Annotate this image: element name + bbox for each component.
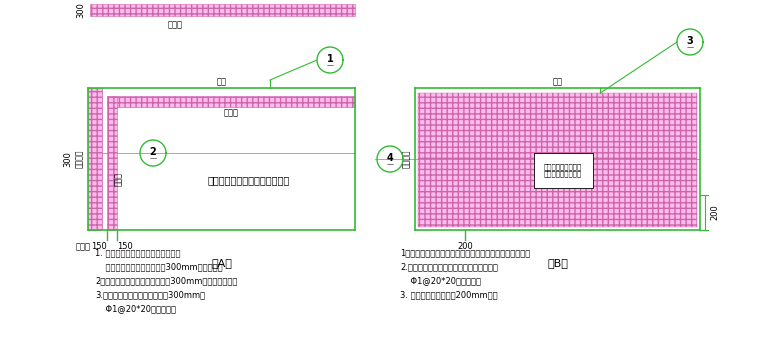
Bar <box>418 93 697 227</box>
Text: 150: 150 <box>117 242 133 251</box>
Text: 3. 与砼柱、梁、墙相交200mm宽，: 3. 与砼柱、梁、墙相交200mm宽， <box>400 290 498 299</box>
Bar <box>107 96 117 230</box>
Text: 砼梁: 砼梁 <box>553 77 562 86</box>
Text: 300: 300 <box>76 2 85 18</box>
Text: 柱柱或墙: 柱柱或墙 <box>402 150 411 168</box>
Text: —: — <box>327 62 334 68</box>
Text: 300: 300 <box>64 151 72 167</box>
Text: 3: 3 <box>686 36 693 46</box>
Text: 200: 200 <box>710 204 719 220</box>
Text: 3.若设计为水泥砂浆墙面，宜贴300mm宽: 3.若设计为水泥砂浆墙面，宜贴300mm宽 <box>95 290 205 299</box>
Bar <box>88 88 102 230</box>
Text: （B）: （B） <box>547 258 568 268</box>
Text: 2: 2 <box>150 147 157 157</box>
Text: 150: 150 <box>91 242 107 251</box>
Text: （A）: （A） <box>211 258 232 268</box>
Text: 加强网: 加强网 <box>114 172 123 186</box>
Text: 1: 1 <box>327 54 334 64</box>
Text: 200: 200 <box>457 242 473 251</box>
Text: 加强网: 加强网 <box>75 242 90 251</box>
Text: 加强网: 加强网 <box>223 108 239 117</box>
Text: 2.蒸压加气砼砌块室内水泥砂浆墙面宜满挂: 2.蒸压加气砼砌块室内水泥砂浆墙面宜满挂 <box>400 262 498 271</box>
Text: 均在不同材料界面处，增贴300mm宽加强网，: 均在不同材料界面处，增贴300mm宽加强网， <box>95 262 223 271</box>
Text: —: — <box>387 161 394 167</box>
Bar <box>90 4 355 16</box>
Text: 蒸压加气砼砌块以外各种砌体墙: 蒸压加气砼砌块以外各种砌体墙 <box>207 175 290 185</box>
Text: 蒸压加气砼砌块室内
墙抹混合砂浆抹灰页: 蒸压加气砼砌块室内 墙抹混合砂浆抹灰页 <box>544 163 582 178</box>
Text: 4: 4 <box>387 153 394 163</box>
Text: 加强网: 加强网 <box>167 20 182 29</box>
Text: Φ1@20*20镀锌钢网，: Φ1@20*20镀锌钢网， <box>400 276 481 285</box>
Text: 砼梁: 砼梁 <box>217 77 226 86</box>
Text: 1. 蒸压加气砼砌块以外各种砌体内墙: 1. 蒸压加气砼砌块以外各种砌体内墙 <box>95 248 181 257</box>
Text: 2．若设计为混合砂浆墙面，宜贴300mm宽耐碱玻纤网，: 2．若设计为混合砂浆墙面，宜贴300mm宽耐碱玻纤网， <box>95 276 237 285</box>
Text: —: — <box>150 155 157 161</box>
Text: Φ1@20*20镀锌钢网，: Φ1@20*20镀锌钢网， <box>95 304 176 313</box>
Bar <box>107 96 355 107</box>
Text: 1．蒸压加气砼砌块室内混合砂浆墙面均满挂耐碱玻纤网，: 1．蒸压加气砼砌块室内混合砂浆墙面均满挂耐碱玻纤网， <box>400 248 530 257</box>
Text: —: — <box>686 44 693 50</box>
Text: 砼柱或墙: 砼柱或墙 <box>75 150 84 168</box>
